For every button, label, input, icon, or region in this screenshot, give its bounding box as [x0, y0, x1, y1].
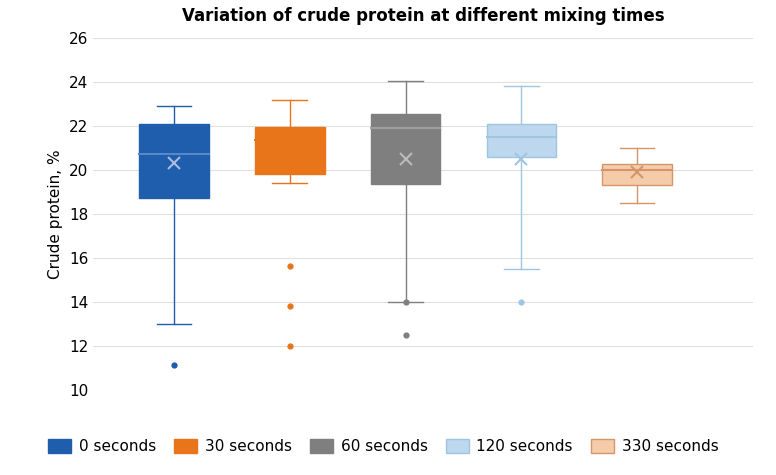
Bar — [255, 127, 324, 174]
Bar — [487, 124, 556, 157]
Bar — [602, 164, 672, 185]
Title: Variation of crude protein at different mixing times: Variation of crude protein at different … — [182, 7, 664, 25]
Bar — [140, 124, 209, 199]
Y-axis label: Crude protein, %: Crude protein, % — [48, 149, 64, 278]
Legend: 0 seconds, 30 seconds, 60 seconds, 120 seconds, 330 seconds: 0 seconds, 30 seconds, 60 seconds, 120 s… — [48, 439, 719, 455]
Bar — [371, 114, 440, 184]
